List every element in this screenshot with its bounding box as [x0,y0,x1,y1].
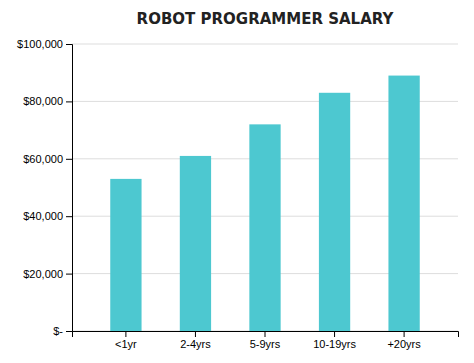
y-tick-label: $40,000 [23,210,63,222]
y-tick-label: $20,000 [23,268,63,280]
y-tick-mark [66,216,72,217]
y-tick-label: $- [53,325,63,337]
x-tick-mark [404,331,405,337]
x-tick-mark [334,331,335,337]
bar [319,93,350,331]
y-tick-mark [66,331,72,332]
chart-container: $- $20,000 $40,000 $60,000 $80,000 $100,000 <1… [0,0,474,363]
y-tick-label: $80,000 [23,95,63,107]
x-tick: <1yr [115,331,137,350]
x-tick: +20yrs [387,331,421,350]
bar [180,156,211,331]
y-tick-mark [66,274,72,275]
y-axis-line [66,45,73,332]
x-tick-mark [125,331,126,337]
x-tick-label: +20yrs [387,338,421,350]
y-axis: $- $20,000 $40,000 $60,000 $80,000 $100,000 [17,38,72,337]
y-tick-label: $60,000 [23,153,63,165]
grid-line [72,44,458,45]
y-tick: $100,000 [17,38,72,50]
chart-title: ROBOT PROGRAMMER SALARY [137,10,395,28]
x-axis: <1yr 2-4yrs 5-9yrs 10-19yrs +20yrs [73,331,459,350]
x-tick-mark [195,331,196,337]
bar [249,124,280,331]
bar [388,76,419,331]
x-tick: 5-9yrs [250,331,281,350]
y-tick: $- [53,325,72,337]
y-tick-mark [66,101,72,102]
x-tick-mark [265,331,266,337]
y-tick-mark [66,159,72,160]
y-tick-mark [66,44,72,45]
y-tick: $20,000 [23,268,72,280]
y-tick-label: $100,000 [17,38,63,50]
bars [110,76,419,331]
chart-svg: $- $20,000 $40,000 $60,000 $80,000 $100,000 <1… [0,0,474,363]
x-tick-label: 10-19yrs [313,338,356,350]
x-axis-line [73,332,459,338]
y-tick: $80,000 [23,95,72,107]
grid [72,44,458,331]
x-tick-label: 2-4yrs [180,338,211,350]
x-tick-label: 5-9yrs [250,338,281,350]
x-tick: 10-19yrs [313,331,356,350]
plot-area: $- $20,000 $40,000 $60,000 $80,000 $100,000 <1… [17,38,458,350]
y-tick: $40,000 [23,210,72,222]
x-tick-label: <1yr [115,338,137,350]
y-tick: $60,000 [23,153,72,165]
x-tick: 2-4yrs [180,331,211,350]
bar [110,179,141,331]
